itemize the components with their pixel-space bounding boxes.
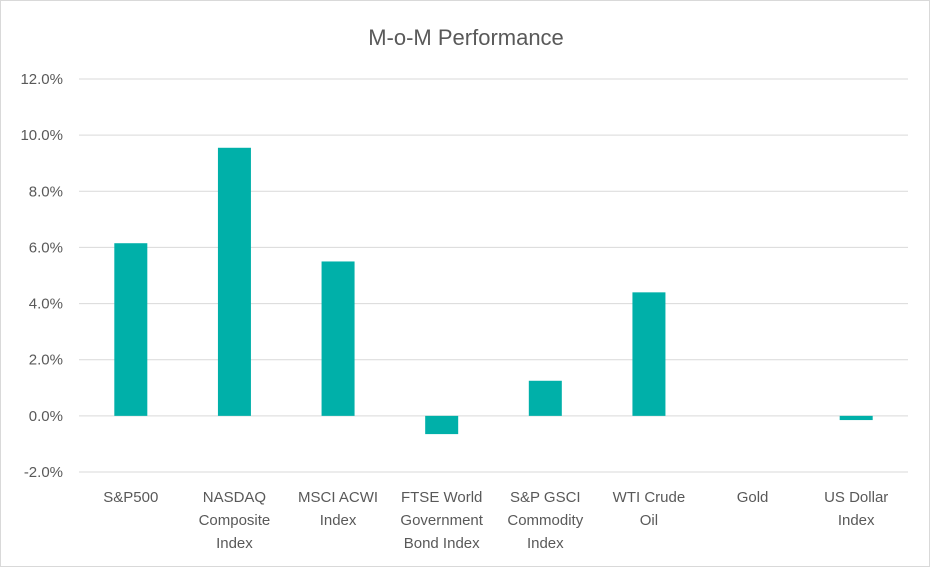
x-category-label: S&P500 [103, 489, 158, 506]
y-tick-label: 8.0% [29, 183, 63, 200]
x-category-label: MSCI ACWI Index [298, 489, 378, 529]
x-category-label-line: Index [320, 512, 357, 529]
bars [114, 147, 873, 435]
bar [632, 292, 666, 416]
x-category-label-line: S&P500 [103, 489, 158, 506]
bar [114, 243, 148, 416]
x-category-label: NASDAQ Composite Index [199, 489, 271, 552]
x-category-label-line: Commodity [507, 512, 583, 529]
x-axis-categories: S&P500 NASDAQ Composite Index MSCI ACWI Index… [103, 489, 888, 552]
x-category-label-line: FTSE World [401, 489, 482, 506]
x-category-label-line: Composite [199, 512, 271, 529]
bar [217, 147, 251, 416]
x-category-label: WTI Crude Oil [613, 489, 686, 529]
x-category-label-line: Government [400, 512, 483, 529]
chart-title: M-o-M Performance [368, 25, 564, 50]
x-category-label-line: Index [527, 535, 564, 552]
y-tick-label: 4.0% [29, 296, 63, 313]
x-category-label: US Dollar Index [824, 489, 888, 529]
y-tick-label: 2.0% [29, 352, 63, 369]
x-category-label-line: Oil [640, 512, 658, 529]
x-category-label-line: US Dollar [824, 489, 888, 506]
x-category-label-line: WTI Crude [613, 489, 686, 506]
bar [425, 415, 459, 435]
gridlines [79, 78, 908, 473]
y-tick-label: 0.0% [29, 408, 63, 425]
x-category-label-line: Gold [737, 489, 769, 506]
bar [528, 380, 562, 416]
x-category-label-line: Index [838, 512, 875, 529]
x-category-label: Gold [737, 489, 769, 506]
y-axis-ticks: -2.0% 0.0% 2.0% 4.0% 6.0% 8.0% 10.0% 12.0% [20, 71, 63, 481]
x-category-label-line: MSCI ACWI [298, 489, 378, 506]
x-category-label-line: NASDAQ [203, 489, 266, 506]
bar [839, 415, 873, 421]
y-tick-label: 6.0% [29, 239, 63, 256]
bar [321, 261, 355, 416]
y-tick-label: 10.0% [20, 127, 63, 144]
y-tick-label: -2.0% [24, 464, 63, 481]
x-category-label: S&P GSCI Commodity Index [507, 489, 583, 552]
x-category-label-line: S&P GSCI [510, 489, 581, 506]
x-category-label-line: Index [216, 535, 253, 552]
y-tick-label: 12.0% [20, 71, 63, 88]
x-category-label: FTSE World Government Bond Index [400, 489, 483, 552]
x-category-label-line: Bond Index [404, 535, 480, 552]
